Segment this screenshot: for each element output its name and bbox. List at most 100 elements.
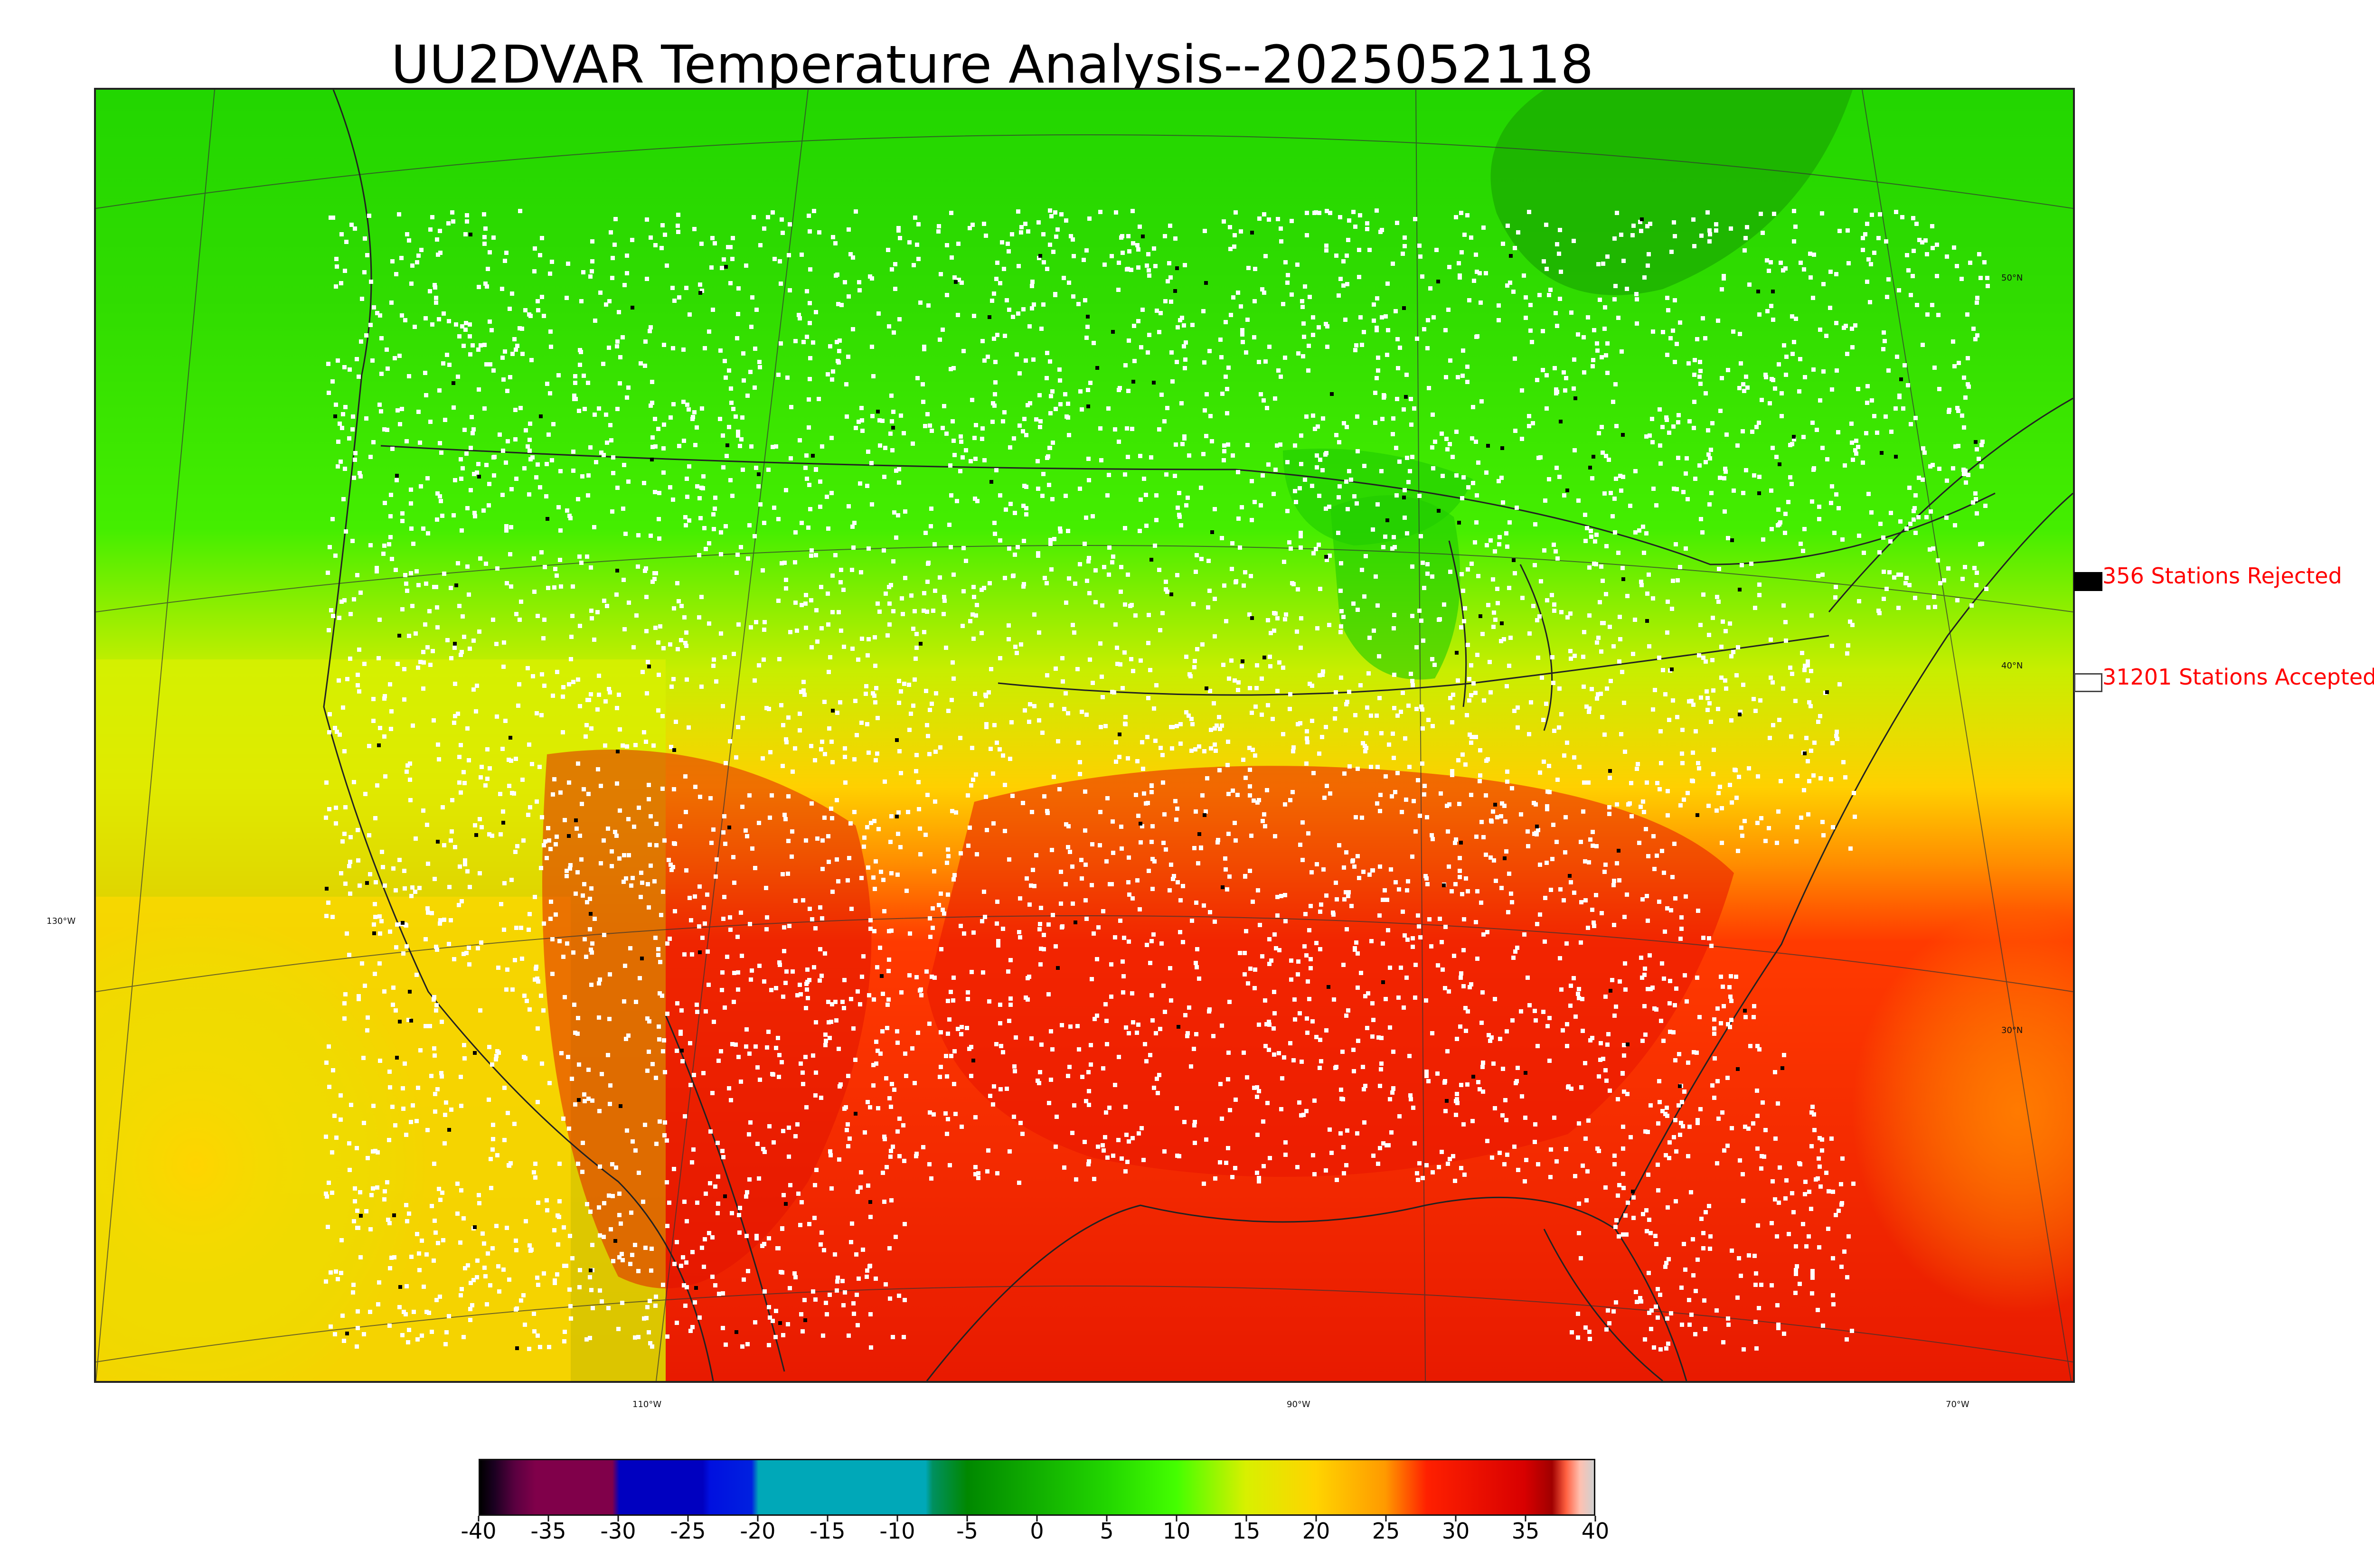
station-accepted xyxy=(1761,1100,1765,1105)
station-accepted xyxy=(710,236,715,240)
station-accepted xyxy=(1865,384,1870,388)
station-accepted xyxy=(1908,522,1912,526)
station-accepted xyxy=(870,345,874,349)
station-accepted xyxy=(839,629,843,633)
station-accepted xyxy=(736,430,740,434)
station-accepted xyxy=(922,609,926,613)
station-accepted xyxy=(1244,776,1248,780)
station-accepted xyxy=(1781,603,1786,608)
station-accepted xyxy=(368,455,373,459)
station-accepted xyxy=(998,1003,1002,1007)
station-accepted xyxy=(464,451,469,456)
station-accepted xyxy=(949,545,953,549)
station-accepted xyxy=(1182,436,1187,441)
station-accepted xyxy=(1045,581,1049,585)
station-accepted xyxy=(1365,1026,1369,1030)
station-accepted xyxy=(750,968,754,973)
station-accepted xyxy=(342,1016,347,1021)
station-accepted xyxy=(891,559,895,563)
station-accepted xyxy=(1344,850,1348,854)
station-accepted xyxy=(513,958,517,962)
station-accepted xyxy=(710,1235,715,1239)
station-accepted xyxy=(1061,679,1065,684)
station-accepted xyxy=(1781,268,1785,272)
station-accepted xyxy=(1499,814,1503,818)
station-accepted xyxy=(1904,576,1909,580)
station-accepted xyxy=(503,259,507,263)
station-accepted xyxy=(1534,1018,1538,1023)
station-accepted xyxy=(1234,579,1238,583)
station-accepted xyxy=(617,1255,622,1259)
station-accepted xyxy=(576,677,580,682)
station-accepted xyxy=(1759,816,1763,820)
station-accepted xyxy=(807,397,811,402)
station-accepted xyxy=(1428,286,1432,291)
station-accepted xyxy=(1257,1176,1261,1180)
station-accepted xyxy=(362,1121,366,1125)
station-accepted xyxy=(840,1279,845,1283)
station-accepted xyxy=(387,1138,391,1142)
station-accepted xyxy=(745,834,749,838)
station-accepted xyxy=(1573,1174,1577,1178)
station-accepted xyxy=(1157,330,1161,334)
station-accepted xyxy=(344,529,348,534)
station-accepted xyxy=(1318,458,1322,462)
station-accepted xyxy=(736,433,740,438)
station-accepted xyxy=(434,1003,439,1007)
station-accepted xyxy=(1953,523,1957,527)
station-accepted xyxy=(999,1087,1003,1091)
station-accepted xyxy=(1320,735,1324,739)
station-accepted xyxy=(1581,1164,1585,1168)
station-accepted xyxy=(424,1252,429,1257)
station-accepted xyxy=(611,256,615,260)
station-accepted xyxy=(1894,210,1898,214)
station-accepted xyxy=(1395,714,1400,718)
station-accepted xyxy=(1314,547,1318,551)
station-accepted xyxy=(1098,810,1102,814)
station-accepted xyxy=(845,414,849,419)
station-accepted xyxy=(1255,800,1260,805)
station-accepted xyxy=(550,972,555,976)
station-accepted xyxy=(736,312,740,316)
station-accepted xyxy=(1187,714,1191,718)
station-accepted xyxy=(1381,898,1385,902)
station-accepted xyxy=(356,683,360,687)
temperature-map[interactable] xyxy=(94,88,2075,1383)
station-accepted xyxy=(1124,1025,1128,1030)
station-accepted xyxy=(373,972,377,976)
station-accepted xyxy=(1454,837,1458,842)
station-accepted xyxy=(1409,1097,1413,1101)
station-accepted xyxy=(1125,426,1129,431)
station-accepted xyxy=(539,866,543,870)
station-accepted xyxy=(503,719,508,723)
station-accepted xyxy=(1562,370,1566,375)
station-accepted xyxy=(1179,401,1184,405)
station-accepted xyxy=(1848,620,1852,624)
station-accepted xyxy=(731,236,735,240)
station-accepted xyxy=(1491,809,1495,814)
station-accepted xyxy=(615,344,619,348)
station-accepted xyxy=(547,1081,552,1085)
station-accepted xyxy=(1049,567,1054,572)
station-accepted xyxy=(1471,481,1475,485)
station-accepted xyxy=(715,857,719,862)
station-accepted xyxy=(1145,263,1149,268)
station-accepted xyxy=(586,1097,591,1101)
station-accepted xyxy=(1124,1133,1129,1137)
station-accepted xyxy=(889,929,894,933)
station-accepted xyxy=(509,487,514,491)
station-accepted xyxy=(985,1169,989,1174)
station-accepted xyxy=(1345,1128,1349,1133)
station-accepted xyxy=(628,946,632,950)
station-accepted xyxy=(742,1277,746,1282)
station-accepted xyxy=(838,580,843,584)
station-accepted xyxy=(347,436,351,441)
station-accepted xyxy=(641,670,645,674)
station-accepted xyxy=(925,610,929,614)
station-accepted xyxy=(1168,888,1172,892)
station-accepted xyxy=(1628,801,1632,806)
station-accepted xyxy=(938,745,942,750)
station-accepted xyxy=(1110,560,1114,564)
station-accepted xyxy=(951,366,956,370)
station-accepted xyxy=(1657,1079,1661,1083)
